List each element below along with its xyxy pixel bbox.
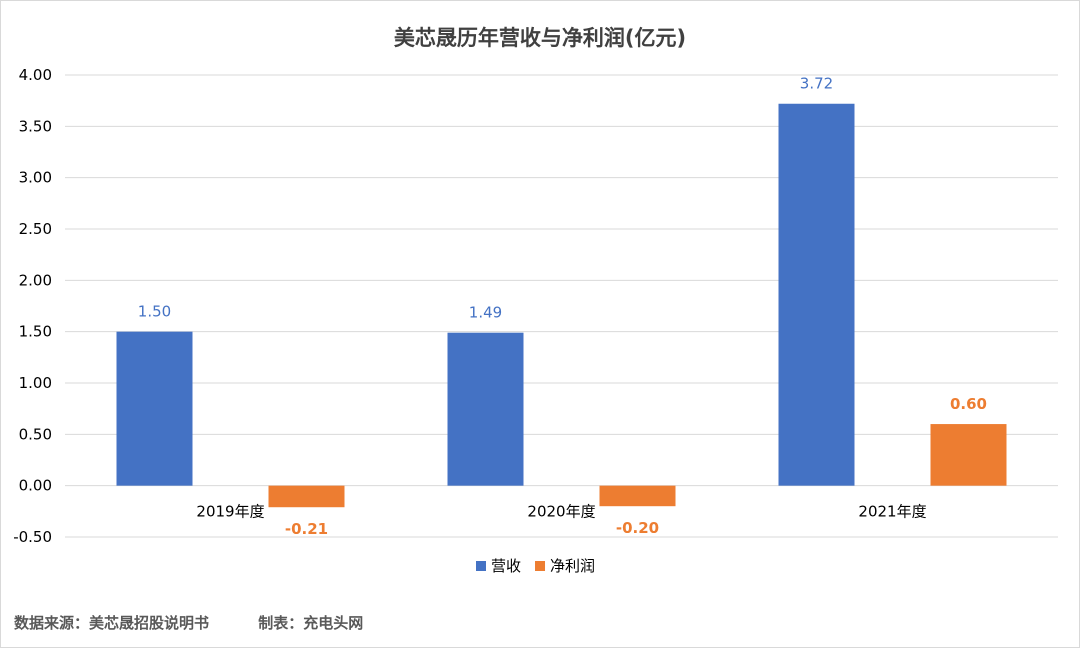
bars [116,103,1007,508]
category-label: 2020年度 [527,503,595,521]
revenue-bar [778,103,855,486]
revenue-bar [116,331,193,486]
legend-label: 营收 [491,557,521,575]
data-label: -0.20 [616,519,659,537]
y-tick-label: 3.00 [19,169,52,187]
y-tick-label: 4.00 [19,66,52,84]
y-tick-label: -0.50 [13,528,52,546]
y-tick-label: 0.00 [19,477,52,495]
legend-swatch [476,561,486,571]
y-tick-label: 3.50 [19,117,52,135]
y-tick-label: 2.50 [19,220,52,238]
category-labels: 2019年度 2020年度 2021年度 [196,503,926,521]
data-labels: 1.50 -0.21 1.49 -0.20 3.72 0.60 [138,75,987,538]
data-label: 1.50 [138,303,171,321]
footer-credit: 制表：充电头网 [258,614,364,632]
net-profit-bar [599,485,676,507]
y-tick-label: 0.50 [19,425,52,443]
revenue-bar [447,332,524,486]
net-profit-bar [930,424,1007,486]
y-tick-label: 1.50 [19,323,52,341]
footer: 数据来源：美芯晟招股说明书 制表：充电头网 [14,612,363,633]
data-label: -0.21 [285,520,328,538]
gridlines [65,74,1058,538]
chart-title: 美芯晟历年营收与净利润(亿元) [394,26,686,50]
net-profit-bar [268,485,345,508]
footer-source: 数据来源：美芯晟招股说明书 [14,614,210,632]
category-label: 2019年度 [196,503,264,521]
data-label: 0.60 [950,395,987,413]
y-axis-tick-labels: 4.00 3.50 3.00 2.50 2.00 1.50 1.00 0.50 0.00 -0.5… [13,66,52,546]
y-tick-label: 2.00 [19,271,52,289]
legend: 营收 净利润 [476,557,595,575]
data-label: 3.72 [800,75,833,93]
legend-label: 净利润 [550,557,595,575]
y-tick-label: 1.00 [19,374,52,392]
legend-swatch [535,561,546,571]
data-label: 1.49 [469,304,502,322]
category-label: 2021年度 [858,503,926,521]
